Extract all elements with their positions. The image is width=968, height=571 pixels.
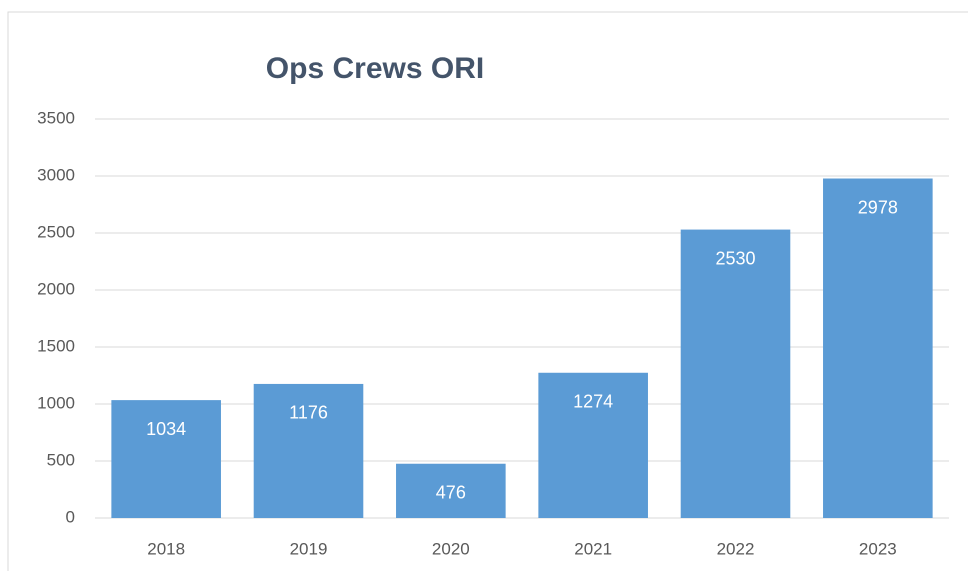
data-label: 476 <box>436 482 466 502</box>
data-label: 2978 <box>858 197 898 217</box>
y-tick-label: 1500 <box>37 336 75 355</box>
x-tick-label: 2019 <box>290 539 328 558</box>
y-tick-label: 0 <box>66 507 75 526</box>
bar <box>111 400 221 518</box>
y-tick-label: 2500 <box>37 222 75 241</box>
y-tick-label: 3000 <box>37 165 75 184</box>
chart-title: Ops Crews ORI <box>266 52 484 85</box>
y-tick-label: 2000 <box>37 279 75 298</box>
data-label: 1176 <box>289 403 328 423</box>
bar <box>823 178 933 518</box>
x-tick-label: 2023 <box>859 539 897 558</box>
data-label: 1274 <box>573 392 613 412</box>
x-tick-label: 2018 <box>147 539 185 558</box>
y-tick-label: 3500 <box>37 108 75 127</box>
data-label: 2530 <box>715 248 755 268</box>
y-tick-label: 500 <box>47 450 75 469</box>
bar <box>396 463 506 518</box>
bar <box>253 383 364 518</box>
bar <box>680 229 791 518</box>
x-tick-label: 2021 <box>574 539 612 558</box>
x-tick-label: 2020 <box>432 539 470 558</box>
bar <box>538 372 648 518</box>
y-tick-label: 1000 <box>37 393 75 412</box>
x-tick-label: 2022 <box>717 539 755 558</box>
data-label: 1034 <box>146 419 186 439</box>
